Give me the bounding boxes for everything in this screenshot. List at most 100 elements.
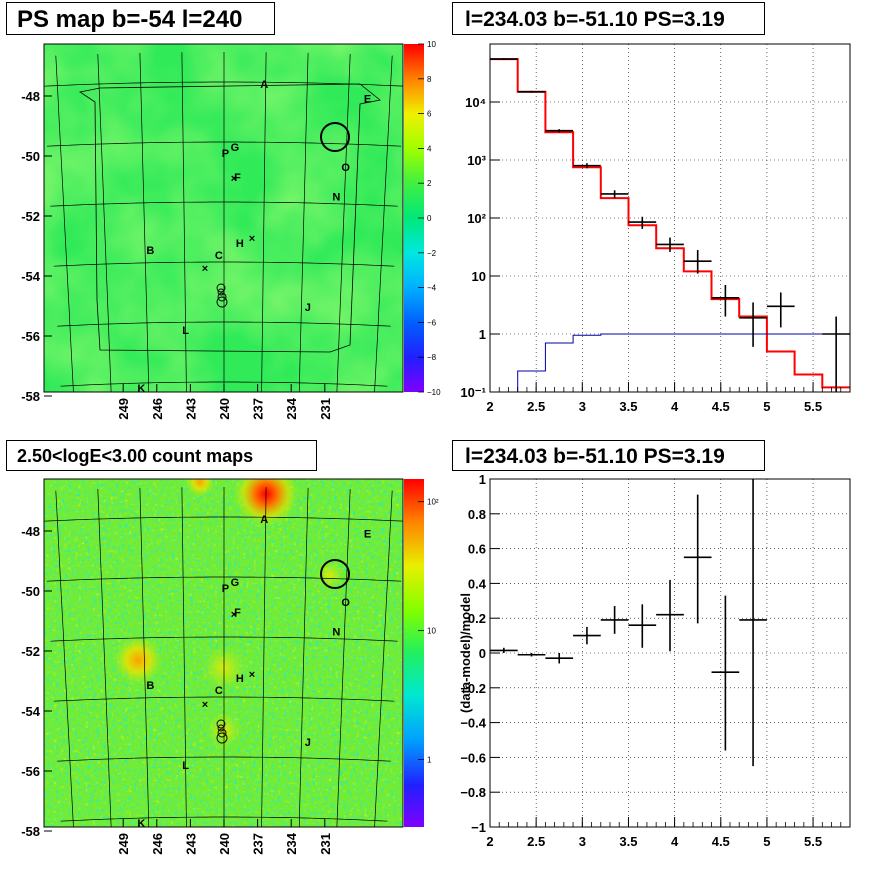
ps-map-palette-label: 2 bbox=[427, 179, 432, 188]
count-map-palette-label: 1 bbox=[427, 756, 432, 765]
ps-map-meridian bbox=[181, 52, 187, 392]
residual-title: l=234.03 b=-51.10 PS=3.19 bbox=[452, 440, 765, 471]
spectrum-data-point bbox=[490, 58, 518, 60]
count-map-parallel bbox=[44, 516, 403, 522]
count-map-x-tick-label: 243 bbox=[183, 833, 198, 855]
residual-y-tick-label: −1 bbox=[471, 820, 486, 835]
ps-map-palette-label: 8 bbox=[427, 75, 432, 84]
ps-map-source-cluster bbox=[216, 283, 228, 308]
count-map-palette bbox=[404, 479, 424, 827]
residual-data-point bbox=[600, 606, 629, 634]
spectrum-y-tick-label: 10³ bbox=[467, 153, 486, 168]
ps-map-source-label-n: N bbox=[332, 192, 340, 204]
spectrum-x-tick-label: 5 bbox=[763, 399, 770, 414]
ps-map-y-tick-label: -58 bbox=[21, 389, 40, 404]
spectrum-data-point bbox=[517, 90, 546, 93]
count-map-meridian bbox=[139, 487, 150, 827]
residual-data-point bbox=[490, 647, 518, 653]
spectrum-data-point bbox=[711, 284, 740, 317]
ps-map-palette-label: 0 bbox=[427, 214, 432, 223]
ps-map-y-tick-label: -56 bbox=[21, 329, 40, 344]
ps-map-y-tick-label: -50 bbox=[21, 149, 40, 164]
residual-axes: 2 2.5 3 3.5 4 4.5 5 5.5 1 0.8 0.6 0.4 0.2 0 −0.2 −0.4 −0… bbox=[460, 472, 851, 849]
ps-map-palette-label: 10 bbox=[427, 40, 436, 49]
spectrum-background-step bbox=[517, 333, 850, 392]
ps-map-parallel bbox=[44, 81, 403, 87]
count-map-meridian bbox=[181, 487, 187, 827]
ps-map-x-tick-label: 231 bbox=[318, 398, 333, 420]
spectrum-x-tick-label: 4.5 bbox=[712, 399, 730, 414]
spectrum-data-point bbox=[683, 250, 712, 274]
spectrum-y-tick-label: 1 bbox=[479, 327, 486, 342]
ps-map-region-boundary bbox=[78, 83, 381, 353]
spectrum-data-point bbox=[822, 316, 850, 392]
spectrum-data-points bbox=[490, 58, 850, 392]
residual-y-axis-label: (data-model)/model bbox=[458, 593, 473, 713]
ps-map-source-label-h: H bbox=[236, 238, 244, 250]
ps-map-axes: -48 -50 -52 -54 -56 -58 249 246 243 240 237 234 231 bbox=[21, 89, 333, 420]
spectrum-data-point bbox=[545, 129, 574, 133]
ps-map-parallel bbox=[46, 141, 402, 147]
spectrum-x-tick-label: 3.5 bbox=[619, 399, 637, 414]
spectrum-x-tick-label: 3 bbox=[579, 399, 586, 414]
residual-x-tick-label: 5 bbox=[763, 834, 770, 849]
residual-data-point bbox=[711, 595, 740, 751]
residual-x-tick-label: 2.5 bbox=[527, 834, 545, 849]
residual-data-points bbox=[490, 479, 767, 767]
residual-data-point bbox=[628, 604, 657, 648]
ps-map-y-tick-label: -54 bbox=[21, 269, 41, 284]
count-map-x-tick-label: 246 bbox=[150, 833, 165, 855]
count-map-source-label-p: P bbox=[222, 583, 229, 595]
ps-map-palette-label: −2 bbox=[427, 249, 437, 258]
residual-x-tick-label: 5.5 bbox=[804, 834, 822, 849]
ps-map-y-tick-label: -48 bbox=[21, 89, 40, 104]
spectrum-y-tick-label: 10² bbox=[467, 211, 486, 226]
residual-x-tick-label: 4 bbox=[671, 834, 679, 849]
count-map-source-label-j: J bbox=[305, 737, 311, 749]
count-map-x-tick-label: 234 bbox=[284, 832, 299, 854]
residual-y-tick-label: 0.2 bbox=[468, 611, 486, 626]
count-map-meridian bbox=[298, 487, 309, 827]
residual-data-point bbox=[656, 579, 684, 652]
residual-y-tick-label: −0.6 bbox=[460, 750, 486, 765]
count-map-parallel bbox=[50, 636, 398, 642]
spectrum-data-point bbox=[600, 190, 629, 199]
count-map-y-tick-label: -56 bbox=[21, 764, 40, 779]
ps-map-source-label-k: K bbox=[137, 383, 145, 395]
residual-panel: 2 2.5 3 3.5 4 4.5 5 5.5 1 0.8 0.6 0.4 0.2 0 −0.2 −0.4 −0… bbox=[458, 472, 851, 849]
ps-map-x-tick-label: 249 bbox=[116, 398, 131, 420]
spectrum-y-tick-label: 10⁴ bbox=[465, 95, 486, 110]
ps-map-meridian bbox=[139, 52, 150, 392]
ps-map-parallel bbox=[57, 321, 391, 327]
count-map-source-label-n: N bbox=[332, 627, 340, 639]
count-map-y-tick-label: -52 bbox=[21, 644, 40, 659]
spectrum-data-point bbox=[628, 216, 657, 229]
ps-map-meridian bbox=[261, 52, 267, 392]
count-map-source-label-k: K bbox=[137, 818, 145, 830]
count-map-palette-label: 10² bbox=[427, 498, 439, 507]
spectrum-panel: 2 2.5 3 3.5 4 4.5 5 5.5 10⁻¹ 1 10 10² 10³ 10⁴ bbox=[460, 43, 851, 414]
count-map-parallel bbox=[57, 756, 391, 762]
residual-y-tick-label: 0.4 bbox=[468, 576, 487, 591]
ps-map-palette-ticks: 10 8 6 4 2 0 −2 −4 −6 −8 −10 bbox=[418, 40, 441, 397]
count-map-source-label-e: E bbox=[364, 529, 371, 541]
count-map-meridian bbox=[55, 490, 74, 827]
ps-map-source-label-l: L bbox=[182, 325, 189, 337]
ps-map-parallel bbox=[50, 201, 398, 207]
spectrum-x-tick-label: 4 bbox=[671, 399, 679, 414]
count-map-y-tick-label: -58 bbox=[21, 824, 40, 839]
residual-y-tick-label: 0 bbox=[479, 646, 486, 661]
ps-map-source-label-f: F bbox=[234, 172, 241, 184]
count-map-parallel bbox=[60, 816, 388, 822]
ps-map-cross-marker: × bbox=[202, 263, 208, 275]
count-map-x-tick-label: 231 bbox=[318, 833, 333, 855]
count-map-cross-marker: × bbox=[249, 669, 255, 681]
spectrum-data-point bbox=[573, 163, 601, 169]
spectrum-data-point bbox=[739, 302, 767, 347]
count-map-cross-marker: × bbox=[202, 699, 208, 711]
ps-map-source-label-j: J bbox=[305, 302, 311, 314]
count-map-parallel bbox=[53, 696, 395, 702]
spectrum-data-point bbox=[656, 237, 684, 252]
count-map-y-tick-label: -50 bbox=[21, 584, 40, 599]
